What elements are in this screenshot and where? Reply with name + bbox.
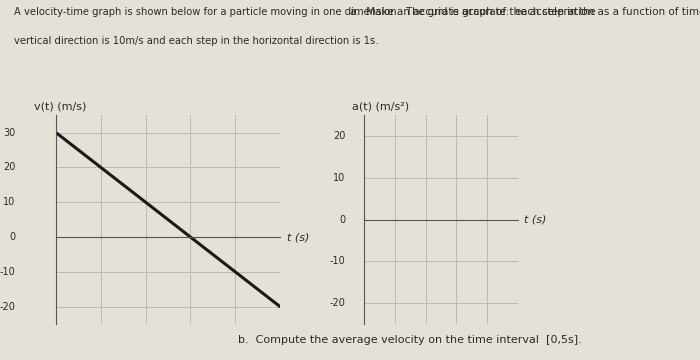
Text: 0: 0 (10, 232, 15, 242)
Text: b.  Compute the average velocity on the time interval  [0,5s].: b. Compute the average velocity on the t… (238, 335, 582, 345)
Text: a.  Make an accurate graph of the acceleration as a function of time below:: a. Make an accurate graph of the acceler… (350, 7, 700, 17)
Text: 20: 20 (333, 131, 346, 141)
Text: 20: 20 (4, 162, 15, 172)
Text: v(t) (m/s): v(t) (m/s) (34, 101, 86, 111)
Text: t (s): t (s) (524, 215, 547, 225)
Text: a(t) (m/s²): a(t) (m/s²) (351, 101, 409, 111)
Text: vertical direction is 10m/s and each step in the horizontal direction is 1s.: vertical direction is 10m/s and each ste… (14, 36, 379, 46)
Text: 10: 10 (333, 173, 346, 183)
Text: -10: -10 (0, 267, 15, 277)
Text: 30: 30 (4, 127, 15, 138)
Text: -20: -20 (330, 298, 346, 308)
Text: -20: -20 (0, 302, 15, 312)
Text: t (s): t (s) (287, 232, 309, 242)
Text: A velocity-time graph is shown below for a particle moving in one dimension.  Th: A velocity-time graph is shown below for… (14, 7, 596, 17)
Text: -10: -10 (330, 256, 346, 266)
Text: 0: 0 (340, 215, 346, 225)
Text: 10: 10 (4, 197, 15, 207)
